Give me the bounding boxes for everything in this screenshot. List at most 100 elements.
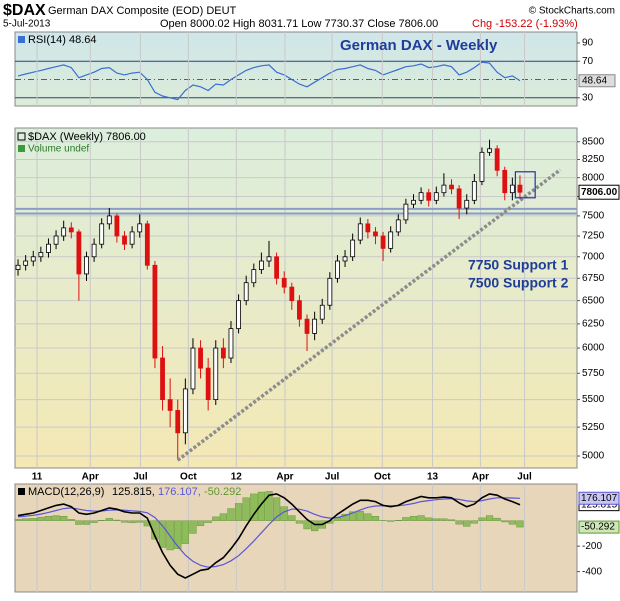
y-tick-label: 6500 [582,295,605,306]
legend-swatch [18,36,25,43]
histogram-bar [432,518,440,521]
y-tick-label: -200 [582,541,602,552]
candle-body [106,215,112,225]
candle-body [281,277,287,288]
candle-body [509,184,515,194]
histogram-bar [174,520,182,549]
quote: Open 8000.02 High 8031.71 Low 7730.37 Cl… [160,18,438,30]
y-tick-label: 8000 [582,172,605,183]
histogram-bar [60,516,68,521]
histogram-bar [447,519,456,521]
histogram-bar [22,518,30,521]
rsi-legend: RSI(14) 48.64 [28,34,96,46]
histogram-bar [158,520,167,548]
y-tick-label: 5250 [582,422,605,433]
histogram-bar [295,520,304,524]
histogram-bar [356,510,364,521]
y-tick-label: 8250 [582,154,605,165]
histogram-bar [52,515,60,521]
trendline [176,168,562,462]
candle-body [61,227,67,237]
candle-body [464,199,470,209]
candle-body [312,318,318,334]
line [17,61,521,101]
histogram-bar [143,520,151,527]
candle-body [91,243,97,258]
y-tick-label: 8500 [582,136,605,147]
histogram-bar [37,516,45,521]
histogram-bar [219,513,227,521]
histogram-bar [440,518,448,521]
histogram-bar [349,511,357,521]
y-tick-label: 7000 [582,251,605,262]
candle-body [319,304,325,320]
y-tick-label: 30 [582,92,594,103]
candle-body [68,227,74,233]
x-tick-label: Oct [180,472,197,483]
chart-title: German DAX - Weekly [340,37,498,54]
value-box [578,520,620,534]
candle-body [395,219,401,233]
security-name: German DAX Composite (EOD) DEUT [48,5,237,17]
histogram-bar [303,520,311,530]
candle-body [190,347,196,390]
line [17,493,521,579]
y-tick-label: 7250 [582,231,605,242]
histogram-bar [234,503,243,521]
histogram-bar [128,520,136,524]
histogram-bar [120,520,129,523]
histogram-bar [113,519,121,521]
x-tick-label: Jul [133,472,148,483]
candle-body [471,180,477,201]
candle-body [357,223,363,241]
candle-body [335,260,340,279]
candle-body [487,148,492,153]
histogram-bar [98,519,106,521]
histogram-bar [212,516,220,521]
candle-body [84,256,89,275]
candle-body [144,223,150,266]
candle-body [38,252,44,258]
histogram-bar [371,516,380,521]
candle-body [220,347,226,359]
candle-body [426,192,432,201]
candle-body [297,300,302,320]
histogram-bar [402,517,410,521]
plot: 30 70 90 48.64 5000 5250 5500 5750 6000 6250 6500 6… [14,32,620,592]
histogram-bar [136,520,144,523]
last-value: -50.292 [581,522,615,533]
histogram-bar [227,508,235,521]
y-tick-label: 90 [582,38,594,49]
last-value: 125.815 [581,499,618,510]
x-tick-label: Apr [276,472,293,483]
candle-body [403,203,409,221]
histogram-bar [105,518,113,521]
annotation: 7500 Support 2 [468,275,569,291]
symbol: $DAX [3,2,46,19]
candle-body [433,192,439,201]
candle-body [76,231,82,275]
y-tick-label: 5000 [582,451,605,462]
histogram-bar [417,515,425,521]
histogram-bar [29,518,37,521]
candle-body [182,388,188,434]
histogram-bar [14,519,22,521]
legend-swatch [17,132,26,141]
candle-body [160,357,165,400]
change: Chg -153.22 (-1.93%) [472,18,578,30]
x-tick-label: Oct [374,472,391,483]
histogram-bar [90,520,98,523]
histogram-bar [250,493,258,521]
candle-body [129,231,135,245]
histogram-bar [181,520,189,544]
histogram-bar [265,491,273,521]
macd-panel [14,483,578,593]
histogram-bar [196,520,205,526]
histogram-bar [470,520,478,524]
candle-body [418,192,424,201]
histogram-bar [455,520,463,525]
candle-body [456,188,462,209]
candle-body [30,256,36,262]
macd-legend: MACD(12,26,9) [28,486,104,498]
candle-body [114,215,120,237]
